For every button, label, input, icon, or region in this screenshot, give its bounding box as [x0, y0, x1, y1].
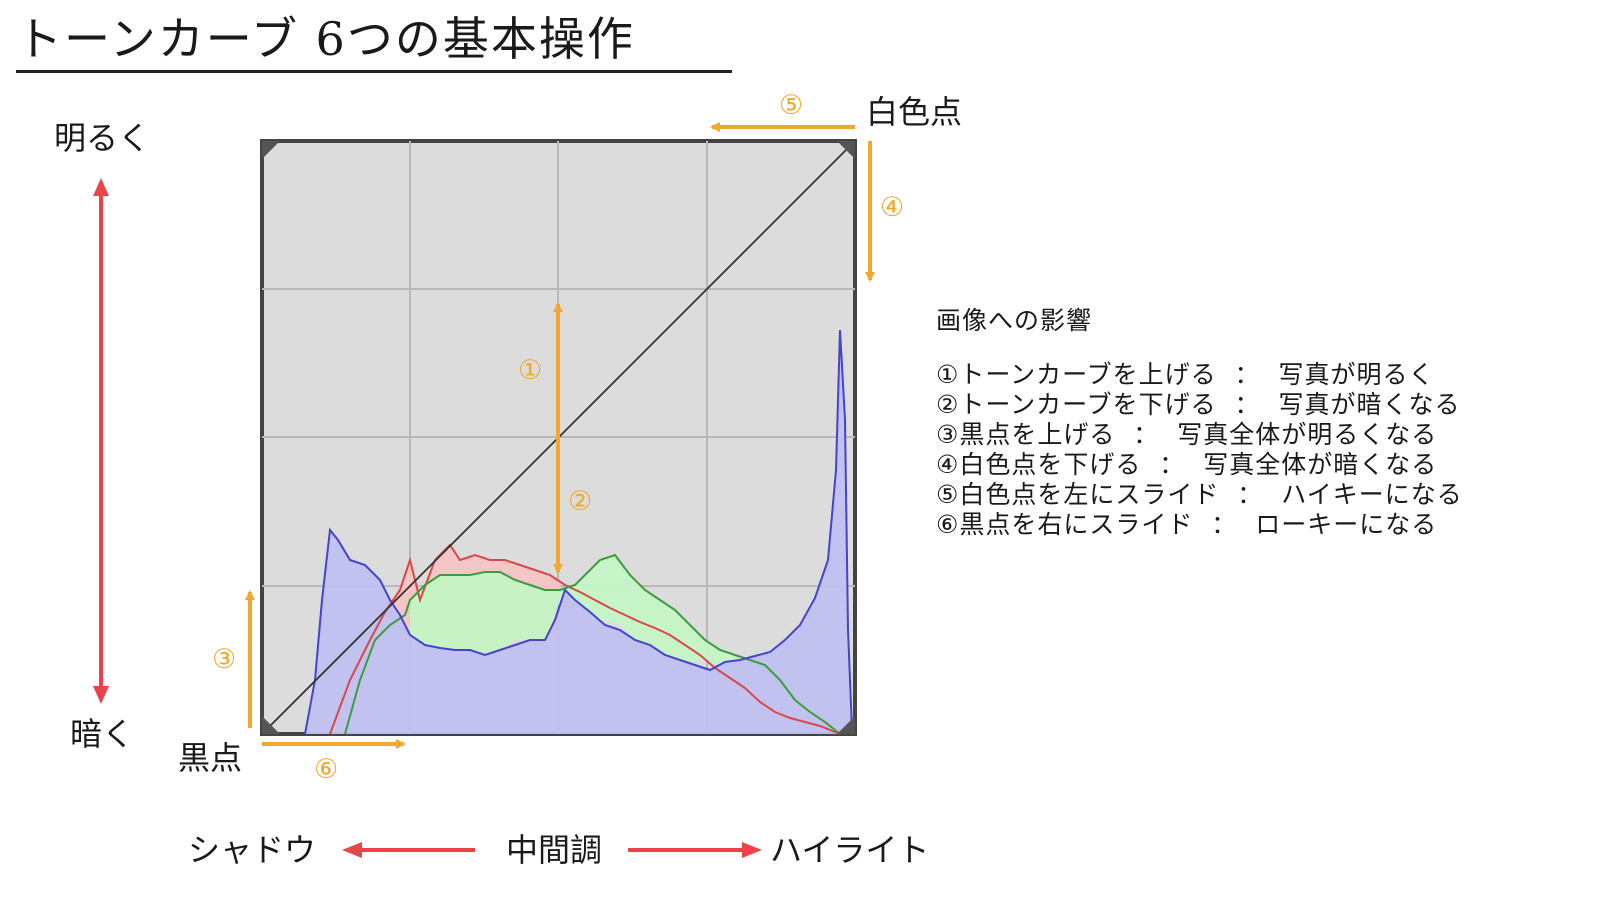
marker-1: ① [518, 355, 543, 386]
white-point-handle[interactable] [837, 141, 855, 159]
brighter-label: 明るく [54, 119, 151, 157]
white-point-label: 白色点 [866, 93, 963, 131]
black-point-handle[interactable] [262, 716, 280, 734]
legend-item-1: ①トーンカーブを上げる ： 写真が明るく [936, 360, 1435, 389]
brightness-axis-arrow [93, 178, 109, 704]
title-underline [16, 70, 732, 73]
marker-4: ④ [880, 192, 905, 223]
corner-handle-top-left [262, 141, 280, 159]
tone-curve-panel [260, 139, 857, 736]
histogram [304, 329, 856, 735]
legend-item-6: ⑥黒点を右にスライド ： ローキーになる [936, 510, 1438, 539]
marker-3: ③ [212, 644, 237, 675]
marker-2: ② [568, 486, 593, 517]
effects-legend: 画像への影響 ①トーンカーブを上げる ： 写真が明るく ②トーンカーブを下げる … [936, 306, 1463, 540]
histogram-blue-fill [305, 330, 855, 734]
corner-handle-bottom-right [837, 716, 855, 734]
marker-5: ⑤ [779, 90, 804, 121]
legend-item-3: ③黒点を上げる ： 写真全体が明るくなる [936, 420, 1438, 449]
black-point-label: 黒点 [178, 739, 243, 777]
page-title: トーンカーブ 6つの基本操作 [16, 12, 635, 66]
marker-6: ⑥ [314, 754, 339, 785]
histogram-blue-line [304, 329, 856, 735]
histogram-green-line [344, 553, 841, 735]
legend-item-2: ②トーンカーブを下げる ： 写真が暗くなる [936, 390, 1461, 419]
histogram-green-fill [410, 555, 740, 665]
legend-item-5: ⑤白色点を左にスライド ： ハイキーになる [936, 480, 1463, 509]
highlight-label: ハイライト [770, 831, 930, 869]
midtone-label: 中間調 [506, 831, 603, 869]
tone-range-arrows [342, 842, 762, 858]
histogram-red-line [329, 543, 841, 735]
shadow-label: シャドウ [188, 831, 317, 869]
legend-item-4: ④白色点を下げる ： 写真全体が暗くなる [936, 450, 1438, 479]
legend-heading: 画像への影響 [936, 306, 1093, 335]
operation-arrows [245, 122, 875, 749]
darker-label: 暗く [70, 715, 135, 753]
